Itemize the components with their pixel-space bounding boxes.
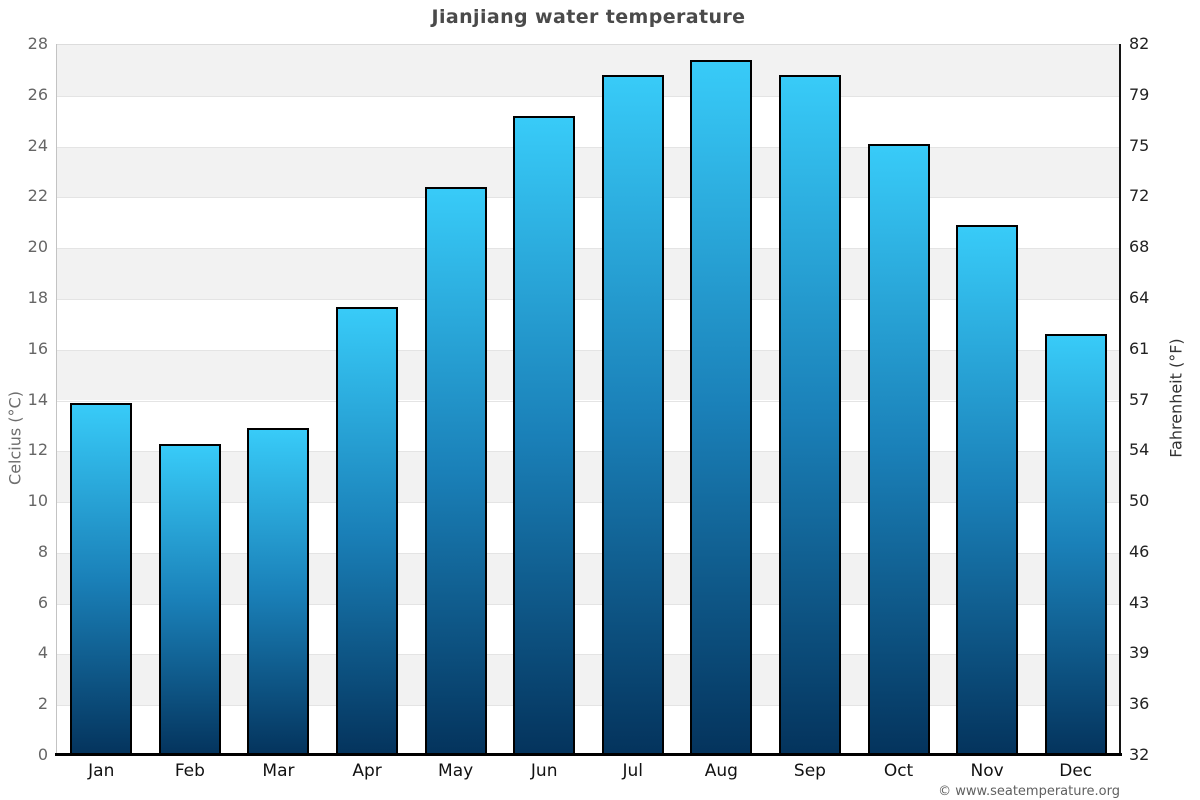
y-tick-fahrenheit: 54 <box>1129 440 1150 460</box>
y-tick-fahrenheit: 46 <box>1129 541 1150 561</box>
x-tick-dec: Dec <box>1059 761 1093 781</box>
gridline <box>57 95 1120 97</box>
y-tick-fahrenheit: 75 <box>1129 135 1150 155</box>
gridline <box>57 502 1120 504</box>
y-tick-fahrenheit: 39 <box>1129 643 1150 663</box>
plot-band <box>57 603 1120 655</box>
y-tick-celsius: 22 <box>27 186 48 206</box>
bar-jan <box>70 403 133 756</box>
bar-sep <box>778 75 841 756</box>
x-tick-mar: Mar <box>262 761 295 781</box>
x-tick-feb: Feb <box>174 761 205 781</box>
gridline <box>57 400 1120 402</box>
y-tick-fahrenheit: 36 <box>1129 694 1150 714</box>
y-tick-celsius: 2 <box>37 694 48 714</box>
bar-jun <box>513 116 576 756</box>
y-tick-fahrenheit: 32 <box>1129 745 1150 765</box>
plot-band <box>57 654 1120 706</box>
y-tick-fahrenheit: 79 <box>1129 84 1150 104</box>
plot-band <box>57 95 1120 147</box>
y-tick-celsius: 28 <box>27 34 48 54</box>
gridline <box>57 654 1120 656</box>
plot-area <box>57 44 1120 756</box>
bar-oct <box>867 144 930 756</box>
plot-band <box>57 146 1120 198</box>
chart-title: Jianjiang water temperature <box>431 6 746 28</box>
plot-band <box>57 349 1120 401</box>
y-tick-fahrenheit: 57 <box>1129 389 1150 409</box>
y-tick-celsius: 18 <box>27 288 48 308</box>
plot-band <box>57 451 1120 503</box>
y-tick-fahrenheit: 68 <box>1129 237 1150 257</box>
bar-may <box>424 187 487 756</box>
plot-band <box>57 248 1120 299</box>
y-tick-celsius: 14 <box>27 389 48 409</box>
y-tick-celsius: 12 <box>27 440 48 460</box>
x-tick-apr: Apr <box>352 761 382 781</box>
x-tick-sep: Sep <box>793 761 826 781</box>
bar-dec <box>1044 334 1107 756</box>
x-axis-line <box>55 753 1122 756</box>
x-tick-jul: Jul <box>622 761 644 781</box>
plot-band <box>57 400 1120 452</box>
y-tick-celsius: 0 <box>37 745 48 765</box>
bar-aug <box>690 60 753 756</box>
bar-nov <box>956 225 1019 756</box>
x-tick-may: May <box>438 761 474 781</box>
gridline <box>57 248 1120 250</box>
y-tick-celsius: 8 <box>37 541 48 561</box>
gridline <box>57 197 1120 199</box>
y-tick-celsius: 6 <box>37 592 48 612</box>
y-axis-title-fahrenheit: Fahrenheit (°F) <box>1166 338 1186 458</box>
gridline <box>57 349 1120 351</box>
y-tick-celsius: 16 <box>27 338 48 358</box>
gridline <box>57 451 1120 453</box>
y-tick-fahrenheit: 61 <box>1129 338 1150 358</box>
copyright-credit: © www.seatemperature.org <box>938 784 1120 799</box>
plot-band <box>57 45 1120 96</box>
x-tick-jan: Jan <box>88 761 115 781</box>
y-tick-fahrenheit: 50 <box>1129 491 1150 511</box>
y-tick-celsius: 20 <box>27 237 48 257</box>
gridline <box>57 146 1120 148</box>
bar-jul <box>601 75 664 756</box>
y-tick-fahrenheit: 72 <box>1129 186 1150 206</box>
y-tick-fahrenheit: 82 <box>1129 34 1150 54</box>
y-tick-celsius: 24 <box>27 135 48 155</box>
gridline <box>57 603 1120 605</box>
gridline <box>57 552 1120 554</box>
gridline <box>57 298 1120 300</box>
gridline <box>57 705 1120 707</box>
y-axis-line-left <box>56 44 57 755</box>
y-axis-line-right <box>1119 44 1121 755</box>
x-tick-jun: Jun <box>530 761 558 781</box>
y-tick-celsius: 26 <box>27 84 48 104</box>
bar-feb <box>158 443 221 756</box>
plot-band <box>57 298 1120 350</box>
x-tick-aug: Aug <box>704 761 738 781</box>
y-tick-celsius: 4 <box>37 643 48 663</box>
x-tick-nov: Nov <box>970 761 1004 781</box>
y-tick-fahrenheit: 64 <box>1129 288 1150 308</box>
plot-band <box>57 197 1120 249</box>
y-axis-title-celsius: Celcius (°C) <box>5 391 25 485</box>
plot-band <box>57 552 1120 604</box>
x-tick-oct: Oct <box>883 761 914 781</box>
y-tick-celsius: 10 <box>27 491 48 511</box>
plot-band <box>57 502 1120 553</box>
bar-mar <box>247 428 310 756</box>
bar-apr <box>336 306 399 756</box>
plot-band <box>57 705 1120 756</box>
y-tick-fahrenheit: 43 <box>1129 592 1150 612</box>
